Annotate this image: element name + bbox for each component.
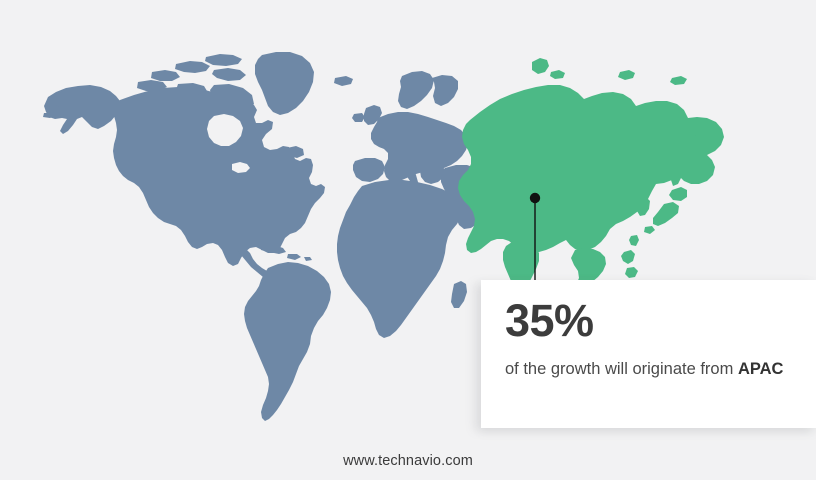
map-shape-newfoundland bbox=[285, 146, 304, 158]
map-shape-iberia bbox=[353, 158, 385, 182]
map-shape-japan-honshu bbox=[653, 202, 679, 226]
footer: www.technavio.com bbox=[0, 452, 816, 470]
map-shape-ireland bbox=[352, 113, 365, 122]
map-shape-novaya-zemlya bbox=[532, 58, 549, 74]
map-shape-new-siberian-islands bbox=[670, 76, 687, 85]
stat-description-prefix: of the growth will originate from bbox=[505, 360, 738, 378]
map-shape-hispaniola bbox=[287, 254, 301, 260]
map-region-north-america[interactable] bbox=[43, 52, 325, 279]
map-region-africa[interactable] bbox=[337, 180, 467, 338]
map-shape-severnaya-zemlya bbox=[618, 70, 635, 80]
map-shape-aleutians-2 bbox=[43, 113, 58, 118]
map-shape-cuba bbox=[261, 245, 286, 254]
map-shape-arctic-island-1 bbox=[175, 61, 210, 73]
map-shape-greenland bbox=[255, 52, 314, 115]
map-shape-europe-mainland bbox=[371, 112, 468, 182]
map-shape-japan-hokkaido bbox=[669, 187, 687, 201]
map-shape-korea bbox=[637, 197, 650, 216]
apac-callout-card[interactable]: 35% of the growth will originate from AP… bbox=[481, 280, 816, 428]
map-shape-arctic-island-4 bbox=[151, 70, 180, 81]
map-shape-central-america bbox=[237, 246, 271, 279]
map-shape-arctic-island-siberia bbox=[550, 70, 565, 79]
stat-region-label: APAC bbox=[737, 360, 784, 378]
map-shape-africa bbox=[337, 180, 462, 338]
world-map-svg bbox=[43, 52, 735, 421]
map-region-south-america[interactable] bbox=[244, 262, 331, 421]
map-shape-sakhalin bbox=[671, 163, 683, 186]
map-shape-hudson-bay bbox=[207, 114, 243, 146]
world-map-container bbox=[43, 52, 735, 421]
map-shape-taiwan bbox=[629, 235, 639, 246]
map-shape-north-america-mainland bbox=[113, 87, 325, 266]
map-shape-iceland bbox=[334, 76, 353, 86]
map-shape-alaska bbox=[44, 85, 136, 134]
map-shape-great-lakes bbox=[232, 162, 250, 173]
map-region-europe[interactable] bbox=[334, 71, 468, 191]
map-shape-aleutians-1 bbox=[47, 105, 60, 110]
map-shape-japan-kyushu bbox=[644, 226, 655, 234]
map-shape-asia-mainland bbox=[458, 85, 724, 253]
footer-url[interactable]: www.technavio.com bbox=[343, 453, 473, 469]
stat-value: 35% bbox=[505, 295, 594, 346]
map-shape-finland-baltic bbox=[432, 75, 458, 106]
map-shape-arctic-island-5 bbox=[137, 80, 167, 91]
map-shape-arctic-island-6 bbox=[176, 83, 207, 95]
map-shape-scandinavia bbox=[398, 71, 434, 109]
map-shape-arctic-island-2 bbox=[205, 54, 242, 66]
map-shape-madagascar bbox=[451, 281, 467, 308]
map-shape-baffin bbox=[210, 84, 254, 114]
map-shape-philippines-1 bbox=[621, 250, 635, 264]
stat-description: of the growth will originate from APAC bbox=[505, 357, 792, 383]
map-shape-south-america bbox=[244, 262, 331, 421]
map-shape-arctic-island-3 bbox=[212, 68, 246, 81]
map-shape-balkans bbox=[420, 165, 446, 184]
map-shape-kamchatka bbox=[692, 133, 710, 166]
map-shape-philippines-2 bbox=[625, 267, 638, 278]
map-shape-puerto-rico bbox=[304, 257, 312, 261]
